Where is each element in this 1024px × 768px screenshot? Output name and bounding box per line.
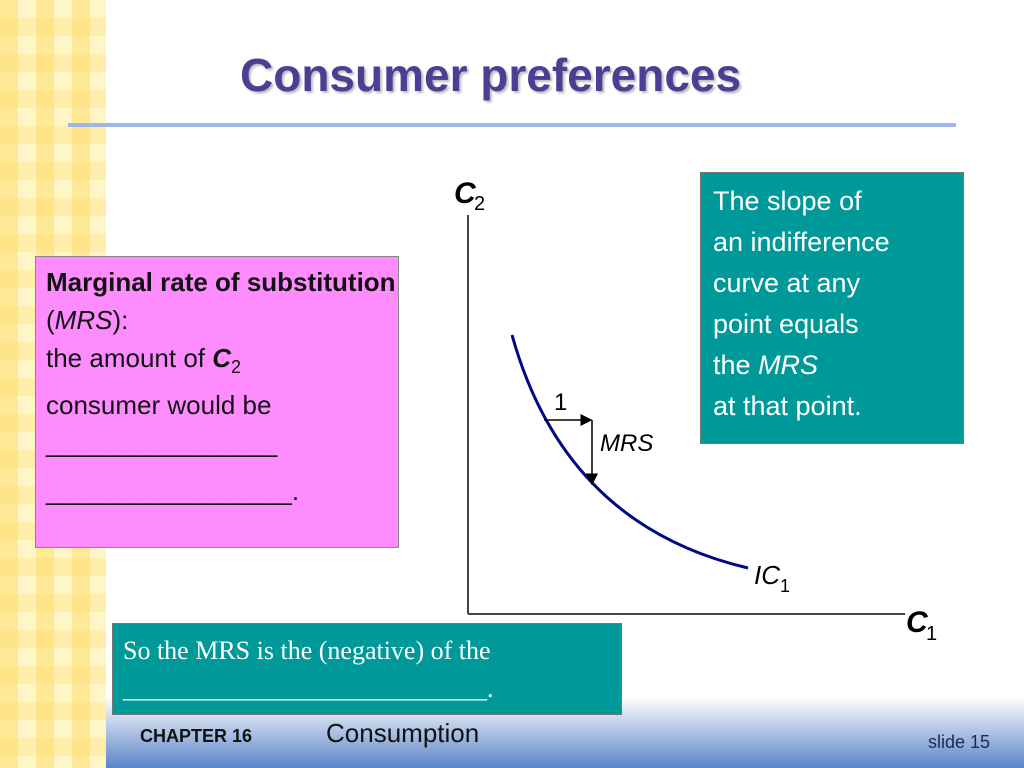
blank: ________________ [46, 428, 278, 459]
variable: C [212, 343, 232, 373]
text: the amount of [46, 343, 205, 373]
title-rule [68, 123, 956, 127]
note-box: The slope of an indifference curve at an… [700, 172, 964, 444]
x-axis-label: C [906, 606, 929, 639]
title: Consumer preferences [240, 49, 742, 101]
subscript: 2 [231, 357, 242, 378]
blank: _________________. [46, 476, 300, 507]
definition-box: Marginal rate of substitution (MRS): the… [35, 256, 399, 548]
topic: Consumption [326, 718, 480, 748]
y-axis-label: C [454, 177, 477, 210]
slide-number: slide 15 [928, 732, 991, 752]
text: curve at any [713, 268, 861, 298]
blank: ____________________________. [123, 674, 494, 703]
text: an indifference [713, 227, 890, 257]
curve-label: IC [754, 560, 780, 590]
text: point equals [713, 309, 859, 339]
text: ( [46, 305, 55, 335]
abbr: MRS [54, 305, 113, 335]
text: So the MRS is the (negative) of the [123, 636, 491, 665]
text: at that point. [713, 391, 862, 421]
curve-sub: 1 [780, 576, 790, 596]
text: consumer would be [46, 390, 272, 421]
text: The slope of [713, 186, 862, 216]
y-axis-sub: 2 [474, 193, 485, 215]
chapter: CHAPTER 16 [140, 726, 253, 746]
rise-label: MRS [600, 430, 653, 457]
question-box: So the MRS is the (negative) of the ____… [112, 623, 622, 715]
indifference-curve [510, 334, 749, 570]
text: ): [112, 305, 129, 335]
abbr: MRS [758, 350, 819, 380]
x-axis-sub: 1 [926, 623, 937, 645]
text: the [713, 350, 751, 380]
term: Marginal rate of substitution [46, 267, 396, 297]
run-label: 1 [554, 389, 567, 416]
